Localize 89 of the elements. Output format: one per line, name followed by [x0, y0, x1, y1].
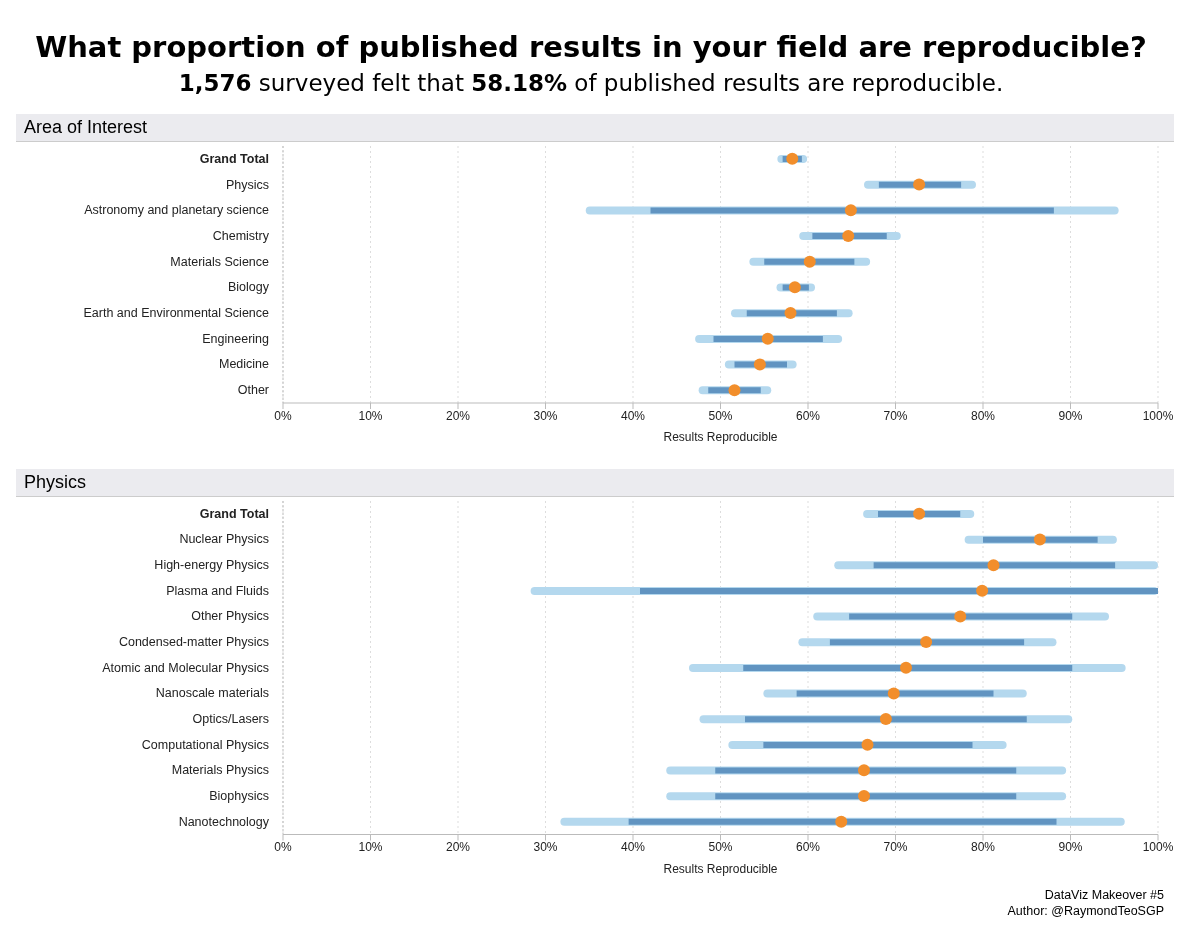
y-tick-label: Engineering: [202, 331, 270, 346]
y-tick-label: Biophysics: [209, 789, 269, 804]
x-tick-label: 20%: [445, 408, 471, 423]
x-tick-label: 40%: [620, 408, 646, 423]
y-tick-label: Condensed-matter Physics: [118, 635, 269, 650]
point: [842, 229, 855, 242]
point: [761, 332, 774, 345]
x-tick-label: 100%: [1142, 408, 1174, 423]
x-tick-label: 90%: [1058, 840, 1083, 855]
bar: [628, 818, 1057, 825]
y-tick-label: Other Physics: [191, 609, 269, 624]
y-tick-label: Physics: [225, 177, 269, 192]
point: [913, 507, 926, 520]
x-tick-label: 20%: [445, 840, 471, 855]
y-tick-label: Grand Total: [199, 151, 269, 166]
y-tick-label: Materials Science: [170, 254, 270, 269]
x-tick-label: 100%: [1142, 840, 1174, 855]
x-tick-label: 0%: [274, 840, 292, 855]
x-tick-label: 30%: [533, 840, 558, 855]
y-tick-label: Other: [237, 383, 269, 398]
x-tick-label: 50%: [708, 408, 733, 423]
point: [913, 178, 926, 191]
x-axis-title: Results Reproducible: [663, 430, 778, 444]
y-tick-label: Grand Total: [199, 506, 269, 521]
text: Author: @RaymondTeoSGP: [1006, 902, 1164, 919]
x-tick-label: 60%: [795, 840, 821, 855]
x-tick-label: 80%: [970, 408, 996, 423]
point: [858, 764, 870, 777]
x-tick-label: 50%: [708, 840, 733, 855]
y-tick-label: Materials Physics: [171, 763, 269, 778]
bar: [829, 639, 1025, 646]
x-axis-title: Results Reproducible: [663, 861, 778, 876]
point: [784, 307, 797, 320]
x-tick-label: 90%: [1058, 408, 1083, 423]
point: [987, 559, 1000, 572]
bar: [715, 793, 1017, 800]
point: [887, 687, 900, 700]
point: [879, 713, 892, 726]
x-tick-label: 10%: [358, 408, 383, 423]
x-tick-label: 70%: [883, 840, 908, 855]
bar: [745, 716, 1027, 723]
bar: [873, 562, 1116, 569]
text: DataViz Makeover #5: [1043, 886, 1164, 903]
text: Physics: [16, 469, 1174, 497]
y-tick-label: Plasma and Fluids: [166, 583, 269, 598]
bar: [650, 207, 1054, 214]
bar: [640, 587, 1158, 594]
text: Area of Interest: [16, 114, 1174, 142]
y-tick-label: Earth and Environmental Science: [83, 306, 270, 321]
point: [753, 358, 766, 371]
point: [858, 790, 870, 803]
y-tick-label: Nanoscale materials: [155, 686, 269, 701]
bar: [763, 741, 973, 748]
bar: [983, 536, 1098, 543]
point: [954, 610, 967, 623]
point: [786, 152, 799, 165]
y-tick-label: Nanotechnology: [178, 814, 270, 829]
x-tick-label: 80%: [970, 840, 996, 855]
point: [844, 204, 857, 217]
text: What proportion of published results in your field are reproducible?: [34, 29, 1148, 66]
bar: [849, 613, 1073, 620]
x-tick-label: 30%: [533, 408, 558, 423]
x-tick-label: 60%: [795, 408, 821, 423]
y-tick-label: Astronomy and planetary science: [84, 203, 270, 218]
x-tick-label: 40%: [620, 840, 646, 855]
point: [861, 738, 874, 751]
y-tick-label: Computational Physics: [141, 737, 269, 752]
point: [1033, 533, 1046, 546]
bar: [715, 767, 1017, 774]
point: [728, 384, 741, 397]
point: [900, 661, 912, 674]
point: [920, 636, 933, 649]
bar: [743, 664, 1073, 671]
x-tick-label: 10%: [358, 840, 383, 855]
y-tick-label: Chemistry: [212, 228, 270, 243]
point: [788, 281, 801, 294]
y-tick-label: Optics/Lasers: [192, 712, 269, 727]
y-tick-label: Nuclear Physics: [179, 532, 269, 547]
x-tick-label: 0%: [274, 408, 292, 423]
y-tick-label: Medicine: [218, 357, 270, 372]
point: [803, 255, 816, 268]
y-tick-label: Biology: [228, 280, 270, 295]
text: 1,576 surveyed felt that 58.18% of published results are reproducible.: [178, 70, 1004, 96]
point: [835, 815, 848, 828]
y-tick-label: Atomic and Molecular Physics: [102, 660, 269, 675]
x-tick-label: 70%: [883, 408, 908, 423]
y-tick-label: High-energy Physics: [154, 558, 269, 573]
bar: [796, 690, 994, 697]
point: [976, 584, 989, 597]
